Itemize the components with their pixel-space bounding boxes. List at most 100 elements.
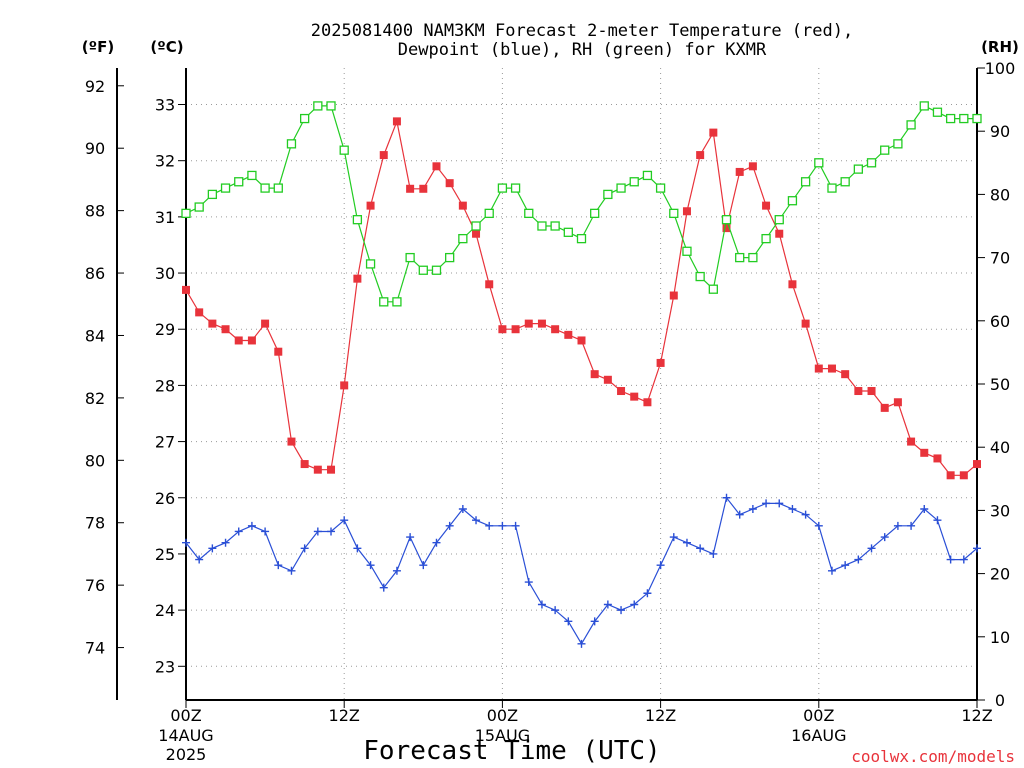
rh-point	[669, 208, 679, 219]
rh-point	[893, 139, 903, 149]
rh-point	[629, 177, 639, 187]
dewpoint-point	[366, 561, 375, 570]
temperature-point	[379, 151, 388, 160]
rh-point	[576, 233, 587, 244]
dewpoint-point	[221, 538, 230, 547]
rh-point	[603, 189, 613, 200]
x-tick-date-label: 14AUG	[158, 726, 213, 745]
fahrenheit-tick-label: 80	[85, 451, 105, 470]
celsius-tick-label: 32	[155, 152, 175, 171]
temperature-point	[353, 274, 362, 283]
rh-point	[550, 221, 560, 231]
rh-tick-label: 0	[995, 691, 1005, 710]
celsius-tick-label: 31	[155, 208, 175, 227]
rh-tick-label: 60	[990, 312, 1010, 331]
rh-tick-label: 10	[990, 628, 1010, 647]
rh-tick-label: 20	[990, 565, 1010, 584]
temperature-point	[406, 184, 415, 193]
rh-point	[800, 177, 811, 187]
dewpoint-point	[907, 521, 916, 530]
x-tick-date-label: 15AUG	[475, 726, 530, 745]
rh-point	[392, 297, 402, 307]
temperature-point	[274, 347, 283, 356]
rh-point	[919, 101, 929, 111]
rh-tick-label: 40	[990, 438, 1010, 457]
temperature-point	[973, 460, 981, 469]
rh-point	[352, 215, 363, 225]
dewpoint-point	[287, 566, 296, 575]
celsius-tick-label: 26	[155, 489, 175, 508]
temperature-point	[656, 358, 665, 367]
temperature-point	[841, 370, 850, 379]
x-tick-date-label: 16AUG	[791, 726, 846, 745]
rh-point	[286, 139, 297, 149]
rh-point	[273, 183, 283, 193]
temperature-point	[959, 471, 968, 480]
dewpoint-point	[933, 516, 942, 525]
rh-point	[497, 183, 508, 193]
temperature-point	[511, 325, 520, 334]
rh-point	[787, 196, 798, 206]
temperature-point	[669, 291, 678, 300]
fahrenheit-tick-label: 90	[85, 139, 105, 158]
dewpoint-point	[340, 516, 349, 525]
rh-point	[616, 183, 626, 193]
rh-point	[537, 221, 547, 231]
rh-point	[853, 164, 863, 174]
rh-point	[563, 227, 573, 237]
rh-point	[365, 259, 376, 269]
rh-point	[827, 183, 837, 193]
rh-tick-label: 100	[985, 59, 1016, 78]
fahrenheit-tick-label: 88	[85, 202, 105, 221]
temperature-point	[537, 319, 546, 328]
dewpoint-point	[973, 544, 981, 553]
rh-point	[510, 183, 521, 193]
rh-point	[695, 271, 705, 282]
dewpoint-point	[300, 544, 309, 553]
rh-point	[260, 183, 270, 193]
dewpoint-point	[472, 516, 481, 525]
rh-point	[840, 177, 850, 187]
dewpoint-point	[392, 566, 401, 575]
rh-point	[932, 107, 943, 117]
rh-point	[299, 113, 310, 124]
temperature-point	[445, 179, 454, 188]
dewpoint-point	[524, 578, 533, 587]
celsius-tick-label: 33	[155, 96, 175, 115]
rh-point	[379, 297, 389, 307]
rh-point	[880, 145, 890, 155]
dewpoint-point	[327, 527, 336, 536]
plot-axes	[116, 67, 985, 708]
dewpoint-point	[498, 521, 507, 530]
dewpoint-point	[274, 561, 283, 570]
temperature-point	[195, 308, 204, 317]
x-tick-label: 12Z	[961, 706, 992, 725]
rh-point	[220, 183, 231, 193]
temperature-point	[432, 162, 441, 171]
dewpoint-point	[445, 521, 454, 530]
dewpoint-point	[590, 617, 599, 626]
temperature-point	[300, 460, 309, 469]
celsius-tick-label: 30	[155, 264, 175, 283]
temperature-point	[472, 229, 481, 238]
dewpoint-point	[432, 538, 441, 547]
temperature-point	[617, 387, 626, 396]
temperature-point	[735, 167, 744, 176]
x-tick-label: 00Z	[170, 706, 201, 725]
fahrenheit-tick-label: 78	[85, 514, 105, 533]
temperature-point	[458, 201, 467, 210]
dewpoint-point	[788, 504, 797, 513]
temperature-point	[340, 381, 349, 390]
rh-point	[642, 170, 653, 181]
temperature-point	[182, 285, 190, 294]
rh-point	[418, 265, 428, 275]
temperature-point	[485, 280, 494, 289]
rh-unit-label: (RH)	[981, 38, 1019, 56]
temperature-point	[788, 280, 797, 289]
dewpoint-point	[617, 606, 626, 615]
temperature-point	[827, 364, 836, 373]
dewpoint-point	[603, 600, 612, 609]
temperature-point	[603, 375, 612, 384]
dewpoint-point	[656, 561, 665, 570]
celsius-tick-label: 23	[155, 657, 175, 676]
